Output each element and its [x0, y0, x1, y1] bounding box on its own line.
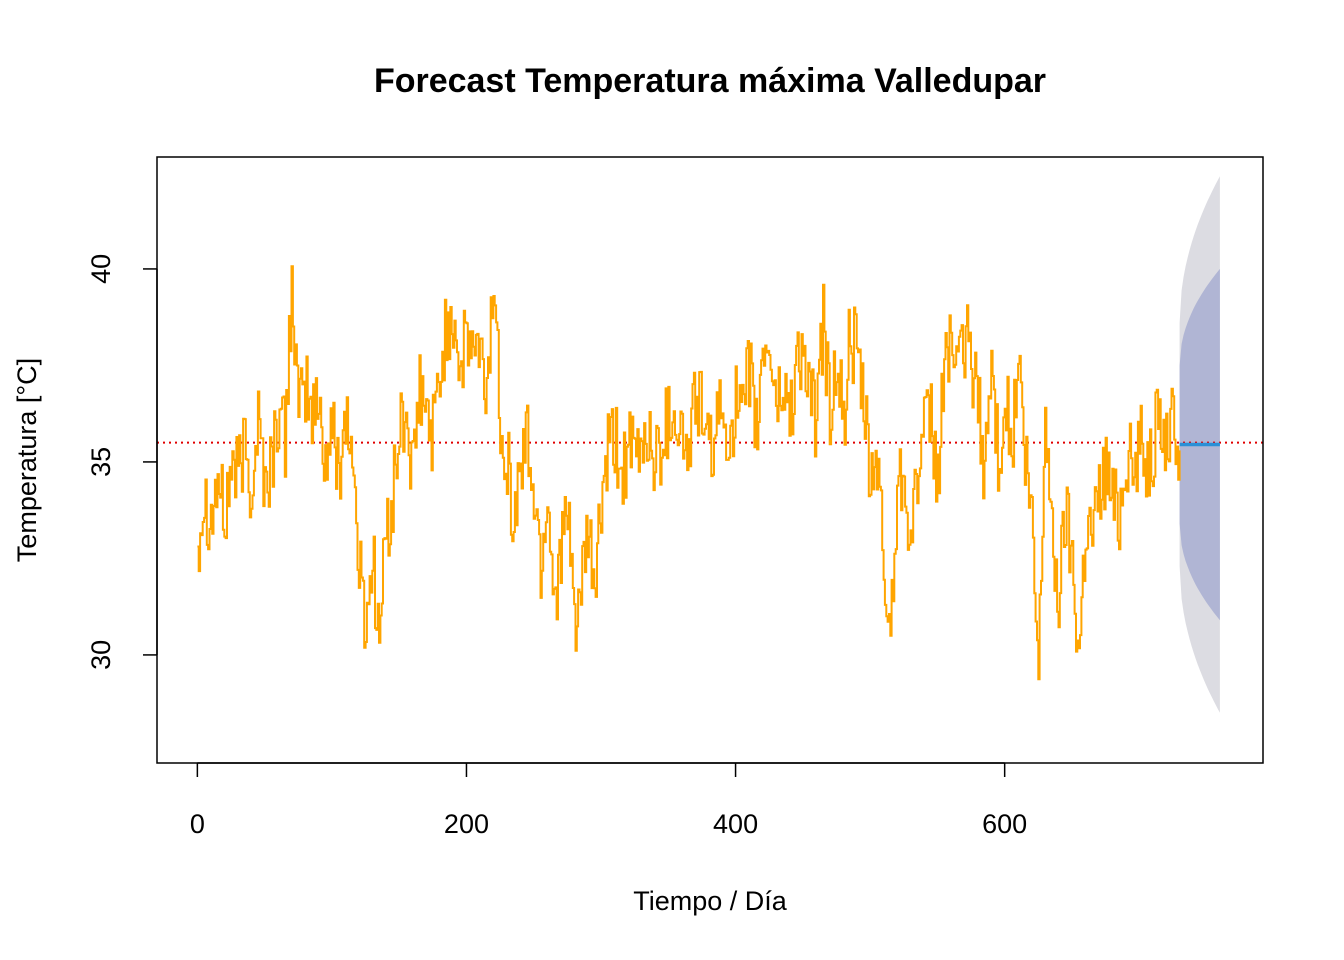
series-group: [197, 265, 1181, 681]
chart-title: Forecast Temperatura máxima Valledupar: [374, 62, 1046, 100]
y-axis-label: Temperatura [°C]: [12, 358, 42, 562]
temperature-series-line: [197, 265, 1181, 681]
x-tick-label: 0: [190, 809, 205, 839]
x-tick-label: 400: [713, 809, 758, 839]
y-tick-label: 35: [86, 447, 116, 477]
x-tick-label: 200: [444, 809, 489, 839]
x-tick-label: 600: [982, 809, 1027, 839]
x-axis-label: Tiempo / Día: [633, 886, 788, 916]
x-axis: 0 200 400 600: [190, 762, 1027, 839]
y-tick-label: 30: [86, 640, 116, 670]
y-axis: 30 35 40: [86, 254, 158, 670]
y-tick-label: 40: [86, 254, 116, 284]
